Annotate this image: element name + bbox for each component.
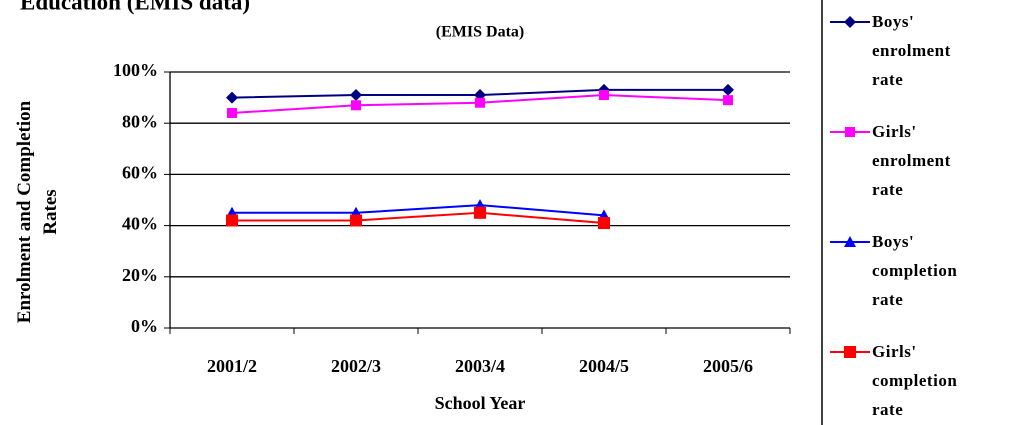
marker xyxy=(227,107,237,118)
marker xyxy=(226,214,238,227)
legend-label: Girls' completion rate xyxy=(872,342,958,419)
y-tick-label: 20% xyxy=(122,265,158,285)
marker xyxy=(226,91,238,104)
series-line xyxy=(232,211,605,225)
marker xyxy=(598,217,610,230)
x-tick-label: 2005/6 xyxy=(703,356,753,376)
y-tick-label: 80% xyxy=(122,111,158,131)
x-tick-label: 2003/4 xyxy=(455,356,505,376)
legend-label: Boys' completion rate xyxy=(872,232,958,309)
marker xyxy=(474,206,486,219)
y-tick-label: 60% xyxy=(122,163,158,183)
chart-subtitle: (EMIS Data) xyxy=(436,24,524,41)
marker xyxy=(844,16,856,28)
marker xyxy=(723,95,733,106)
marker xyxy=(722,83,734,96)
chart-title: Education (EMIS data) xyxy=(20,0,250,14)
marker xyxy=(845,127,855,137)
marker xyxy=(350,89,362,102)
legend-label: Girls' enrolment rate xyxy=(872,122,951,199)
y-tick-label: 40% xyxy=(122,214,158,234)
y-tick-label: 100% xyxy=(113,60,158,80)
marker xyxy=(351,100,361,111)
legend-label: Boys' enrolment rate xyxy=(872,12,951,89)
x-axis-label: School Year xyxy=(435,393,526,413)
x-tick-label: 2001/2 xyxy=(207,356,257,376)
marker xyxy=(350,214,362,227)
y-tick-label: 0% xyxy=(131,316,158,336)
x-tick-label: 2002/3 xyxy=(331,356,381,376)
y-axis-label: Enrolment and Completion Rates xyxy=(14,100,61,324)
marker xyxy=(844,346,856,358)
marker xyxy=(844,236,856,247)
marker xyxy=(599,90,609,101)
marker xyxy=(475,97,485,108)
series-line xyxy=(232,204,605,217)
x-tick-label: 2004/5 xyxy=(579,356,629,376)
